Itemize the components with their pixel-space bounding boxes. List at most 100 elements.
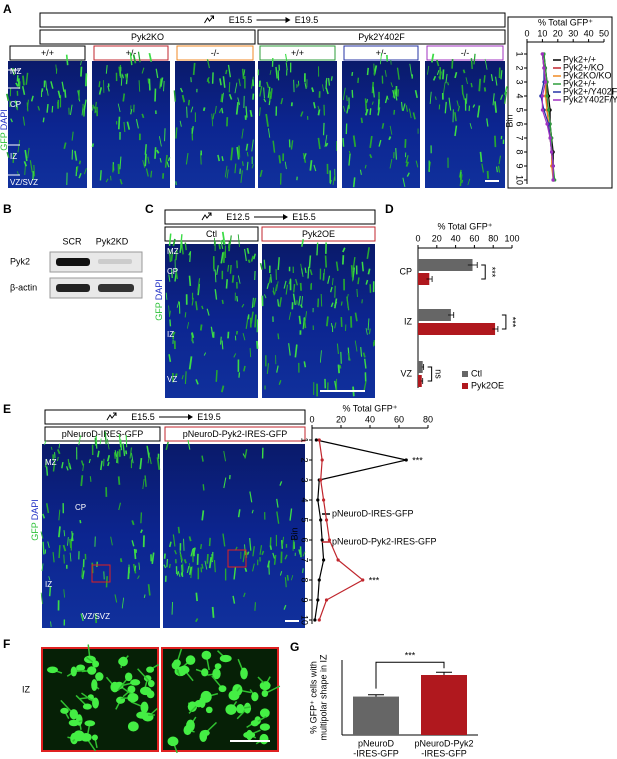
cell-process	[210, 326, 214, 338]
cell-process	[275, 66, 278, 79]
error-bar	[420, 378, 424, 384]
cell-process	[159, 78, 162, 89]
cell-process	[202, 484, 205, 491]
cell-process	[252, 93, 255, 100]
y-axis-label: multipolar shape in IZ	[318, 654, 328, 741]
cell-process	[360, 117, 363, 124]
point	[316, 498, 320, 502]
point	[548, 136, 552, 140]
cell-process	[202, 107, 206, 112]
cell-process	[346, 293, 349, 300]
neuron	[124, 672, 133, 682]
y-tick-label: 7	[300, 557, 310, 562]
bar	[418, 361, 423, 373]
cell-process	[246, 151, 249, 157]
cell-process	[126, 121, 131, 130]
scale-bar	[230, 740, 270, 742]
neuron	[127, 721, 139, 732]
cell-process	[412, 112, 416, 120]
cell-process	[244, 248, 247, 262]
cell-process	[192, 62, 196, 76]
cell-process	[131, 520, 135, 526]
bar	[418, 375, 422, 387]
cell-process	[114, 594, 118, 603]
cell-process	[110, 536, 113, 546]
cell-process	[201, 305, 204, 310]
cell-process	[222, 533, 226, 547]
neuron	[118, 656, 128, 667]
cell-process	[172, 534, 176, 547]
cell-process	[181, 375, 184, 380]
cell-process	[208, 537, 211, 547]
cell-process	[286, 574, 289, 581]
cell-process	[206, 308, 210, 316]
cell-process	[369, 135, 373, 149]
point	[545, 122, 549, 126]
cell-process	[334, 322, 337, 329]
cell-process	[500, 70, 503, 80]
cell-process	[169, 319, 172, 327]
cell-process	[243, 365, 246, 372]
cell-process	[249, 109, 253, 117]
cell-process	[357, 77, 360, 84]
cell-process	[206, 554, 209, 564]
cell-process	[145, 168, 149, 177]
y-tick-label: 9	[300, 597, 310, 602]
neuron	[140, 701, 149, 714]
cell-process	[303, 361, 307, 368]
cell-process	[368, 328, 371, 335]
cell-process	[325, 142, 329, 147]
scale-bar	[485, 180, 499, 182]
neuron	[127, 685, 136, 694]
cell-process	[189, 251, 192, 263]
point	[314, 438, 318, 442]
neuron	[205, 706, 213, 714]
cell-process	[140, 529, 143, 534]
error-bar	[448, 312, 455, 318]
cell-process	[217, 154, 220, 162]
cell-process	[71, 131, 74, 141]
neuron	[240, 667, 248, 680]
cell-process	[498, 155, 501, 165]
cell-process	[119, 178, 123, 185]
layer-label: CP	[167, 267, 178, 276]
cell-process	[221, 156, 224, 162]
point	[543, 80, 548, 84]
cell-process	[230, 147, 234, 161]
layer-label: VZ/SVZ	[10, 178, 38, 187]
neuron	[185, 655, 196, 665]
cell-process	[277, 299, 280, 307]
cell-process	[285, 284, 289, 295]
cell-process	[221, 299, 224, 305]
cell-process	[142, 160, 146, 168]
cell-process	[118, 434, 122, 448]
micrograph	[42, 444, 160, 628]
cell-process	[124, 73, 128, 80]
cell-process	[110, 175, 112, 181]
cell-process	[247, 259, 251, 264]
y-tick-label: 5	[515, 107, 525, 112]
layer-label: IZ	[45, 580, 52, 589]
cell-process	[252, 546, 255, 557]
cell-process	[50, 621, 52, 627]
cell-process	[436, 59, 440, 67]
injection-icon	[106, 412, 117, 421]
cell-process	[200, 544, 203, 550]
neuron	[251, 692, 259, 702]
cell-process	[164, 154, 168, 168]
layer-label: CP	[10, 100, 21, 109]
cell-process	[272, 552, 276, 559]
band	[98, 259, 132, 264]
cell-process	[105, 65, 108, 74]
cell-process	[389, 125, 393, 135]
cell-process	[195, 618, 199, 623]
cell-process	[188, 536, 192, 542]
inset-box	[227, 549, 247, 568]
cell-process	[252, 563, 255, 572]
cell-process	[187, 439, 191, 450]
cell-process	[88, 458, 91, 464]
cell-process	[263, 98, 267, 103]
cell-process	[366, 247, 370, 260]
cell-process	[284, 161, 287, 170]
legend-label: Pyk2OE	[471, 380, 504, 390]
